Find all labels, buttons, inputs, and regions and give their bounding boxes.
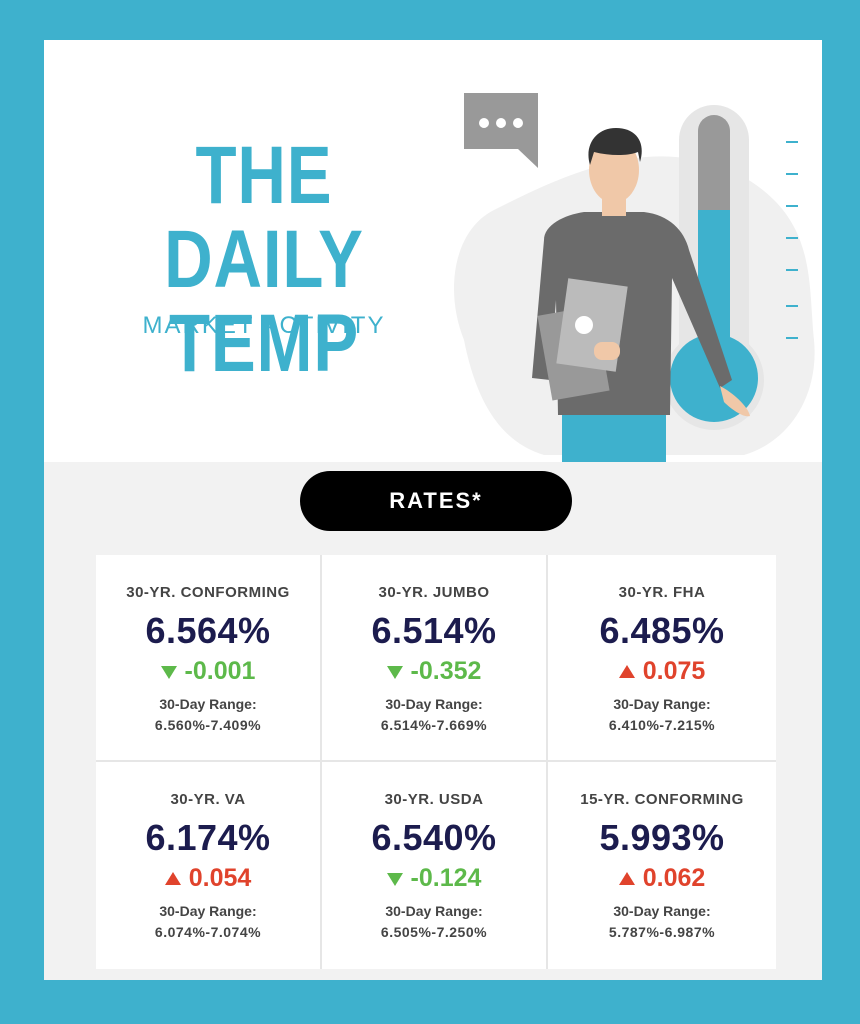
rate-value: 6.540% [371, 817, 497, 858]
range-label: 30-Day Range: [613, 696, 711, 712]
rate-value: 6.485% [599, 610, 725, 651]
range-value: 6.410%-7.215% [608, 717, 716, 733]
triangle-up-icon [164, 871, 181, 885]
rate-change-value: 0.054 [188, 864, 252, 892]
rate-card-label: 30-YR. VA [170, 791, 246, 808]
triangle-down-icon [160, 665, 177, 679]
rate-card-label: 30-YR. JUMBO [378, 584, 490, 601]
rate-change: 0.062 [548, 864, 776, 893]
range-value: 6.505%-7.250% [380, 924, 488, 940]
title-line-1: THE DAILY [164, 130, 364, 305]
rate-card-label: 30-YR. FHA [618, 584, 706, 601]
rates-grid: 30-YR. CONFORMING 6.564% -0.001 30-Day R… [96, 555, 776, 969]
range-value: 6.074%-7.074% [154, 924, 262, 940]
rate-card-label: 30-YR. CONFORMING [126, 584, 290, 601]
rate-value: 5.993% [599, 817, 725, 858]
rate-change-value: 0.062 [642, 864, 706, 892]
rate-card-label: 15-YR. CONFORMING [580, 791, 744, 808]
range-label: 30-Day Range: [385, 903, 483, 919]
rate-card-label: 30-YR. USDA [384, 791, 484, 808]
rate-change-value: -0.124 [410, 864, 482, 892]
rate-change-value: -0.352 [410, 657, 482, 685]
rate-card: 30-YR. JUMBO 6.514% -0.352 30-Day Range:… [322, 555, 548, 762]
rate-change: 0.075 [548, 657, 776, 686]
speech-bubble-icon [464, 93, 538, 168]
title-line-2: TEMP [168, 298, 360, 389]
rate-change: -0.352 [322, 657, 546, 686]
page-subtitle: MARKET ACTIVITY [142, 312, 386, 339]
rate-value: 6.514% [371, 610, 497, 651]
rate-card: 30-YR. VA 6.174% 0.054 30-Day Range: 6.0… [96, 762, 322, 969]
page-title: THE DAILY TEMP [116, 134, 411, 386]
rate-change: 0.054 [96, 864, 320, 893]
rate-change-value: -0.001 [184, 657, 256, 685]
triangle-down-icon [386, 872, 403, 886]
range-label: 30-Day Range: [613, 903, 711, 919]
range-value: 5.787%-6.987% [608, 924, 716, 940]
rate-value: 6.564% [145, 610, 271, 651]
range-value: 6.560%-7.409% [154, 717, 262, 733]
range-label: 30-Day Range: [385, 696, 483, 712]
rate-change: -0.124 [322, 864, 546, 893]
hero-banner: THE DAILY TEMP MARKET ACTIVITY [44, 40, 822, 462]
rate-change-value: 0.075 [642, 657, 706, 685]
rates-heading: RATES* [300, 471, 572, 531]
triangle-down-icon [386, 665, 403, 679]
rate-card: 30-YR. FHA 6.485% 0.075 30-Day Range: 6.… [548, 555, 776, 762]
range-value: 6.514%-7.669% [380, 717, 488, 733]
rate-value: 6.174% [145, 817, 271, 858]
triangle-up-icon [618, 664, 635, 678]
triangle-up-icon [618, 871, 635, 885]
range-label: 30-Day Range: [159, 903, 257, 919]
person-figure [532, 128, 750, 462]
rate-card: 15-YR. CONFORMING 5.993% 0.062 30-Day Ra… [548, 762, 776, 969]
range-label: 30-Day Range: [159, 696, 257, 712]
infographic-card: THE DAILY TEMP MARKET ACTIVITY [44, 40, 822, 980]
person-thermometer-illustration [454, 93, 815, 462]
rate-card: 30-YR. USDA 6.540% -0.124 30-Day Range: … [322, 762, 548, 969]
rate-change: -0.001 [96, 657, 320, 686]
rate-card: 30-YR. CONFORMING 6.564% -0.001 30-Day R… [96, 555, 322, 762]
